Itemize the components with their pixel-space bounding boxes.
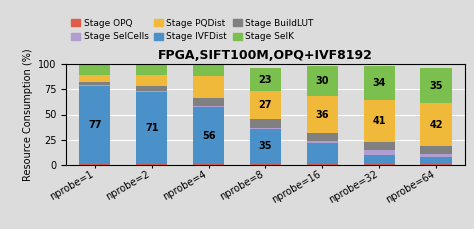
Bar bbox=[420, 157, 452, 164]
Bar bbox=[79, 75, 110, 82]
Bar bbox=[307, 164, 338, 165]
Bar bbox=[193, 98, 224, 106]
Bar bbox=[307, 66, 338, 96]
Bar bbox=[250, 129, 281, 164]
Text: 56: 56 bbox=[202, 131, 215, 141]
Bar bbox=[364, 155, 395, 164]
Bar bbox=[364, 100, 395, 142]
Bar bbox=[79, 82, 110, 85]
Text: 35: 35 bbox=[429, 81, 443, 91]
Bar bbox=[307, 141, 338, 143]
Bar bbox=[79, 164, 110, 165]
Bar bbox=[193, 107, 224, 164]
Legend: Stage OPQ, Stage SelCells, Stage PQDist, Stage IVFDist, Stage BuildLUT, Stage Se: Stage OPQ, Stage SelCells, Stage PQDist,… bbox=[71, 19, 314, 41]
Text: 35: 35 bbox=[259, 141, 272, 151]
Text: 23: 23 bbox=[259, 75, 272, 85]
Bar bbox=[250, 91, 281, 119]
Bar bbox=[193, 64, 224, 76]
Bar bbox=[193, 76, 224, 98]
Y-axis label: Resource Consumption (%): Resource Consumption (%) bbox=[23, 48, 33, 181]
Bar bbox=[420, 164, 452, 165]
Bar bbox=[250, 164, 281, 165]
Text: 41: 41 bbox=[373, 116, 386, 126]
Bar bbox=[420, 146, 452, 154]
Title: FPGA,SIFT100M,OPQ+IVF8192: FPGA,SIFT100M,OPQ+IVF8192 bbox=[158, 49, 373, 62]
Bar bbox=[136, 86, 167, 91]
Bar bbox=[250, 68, 281, 91]
Bar bbox=[136, 91, 167, 92]
Bar bbox=[364, 142, 395, 150]
Bar bbox=[420, 154, 452, 157]
Bar bbox=[307, 96, 338, 133]
Bar bbox=[307, 143, 338, 164]
Bar bbox=[250, 128, 281, 129]
Bar bbox=[79, 86, 110, 164]
Bar bbox=[79, 85, 110, 86]
Bar bbox=[307, 133, 338, 141]
Bar bbox=[136, 75, 167, 86]
Bar bbox=[193, 106, 224, 107]
Text: 34: 34 bbox=[373, 78, 386, 88]
Bar bbox=[364, 66, 395, 100]
Bar bbox=[193, 164, 224, 165]
Text: 42: 42 bbox=[429, 120, 443, 130]
Bar bbox=[136, 164, 167, 165]
Text: 27: 27 bbox=[259, 100, 272, 110]
Bar bbox=[250, 119, 281, 128]
Text: 71: 71 bbox=[145, 123, 158, 133]
Text: 30: 30 bbox=[316, 76, 329, 86]
Bar bbox=[136, 92, 167, 164]
Text: 36: 36 bbox=[316, 109, 329, 120]
Bar bbox=[364, 164, 395, 165]
Text: 77: 77 bbox=[88, 120, 101, 130]
Bar bbox=[364, 150, 395, 155]
Bar bbox=[420, 68, 452, 104]
Bar bbox=[136, 64, 167, 75]
Bar bbox=[79, 64, 110, 75]
Bar bbox=[420, 104, 452, 146]
